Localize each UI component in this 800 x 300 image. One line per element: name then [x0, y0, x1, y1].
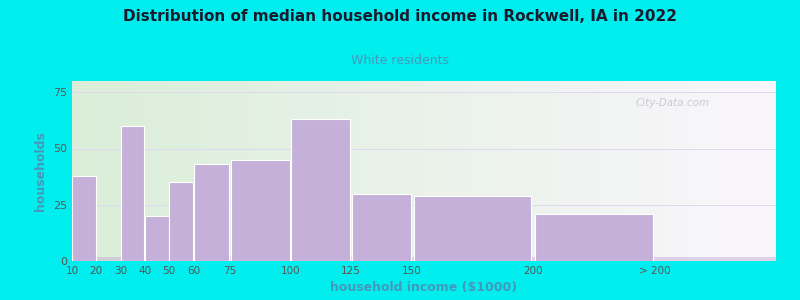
Bar — [121, 126, 145, 261]
X-axis label: household income ($1000): household income ($1000) — [330, 281, 518, 294]
Bar — [170, 182, 193, 261]
Text: White residents: White residents — [351, 54, 449, 67]
Bar — [145, 216, 169, 261]
Bar — [352, 194, 411, 261]
Bar — [535, 214, 653, 261]
Bar — [230, 160, 290, 261]
Y-axis label: households: households — [34, 131, 47, 211]
Text: City-Data.com: City-Data.com — [635, 98, 710, 108]
Bar — [72, 176, 96, 261]
Bar — [194, 164, 230, 261]
Text: Distribution of median household income in Rockwell, IA in 2022: Distribution of median household income … — [123, 9, 677, 24]
Bar — [72, 256, 776, 261]
Bar — [414, 196, 531, 261]
Bar — [291, 119, 350, 261]
